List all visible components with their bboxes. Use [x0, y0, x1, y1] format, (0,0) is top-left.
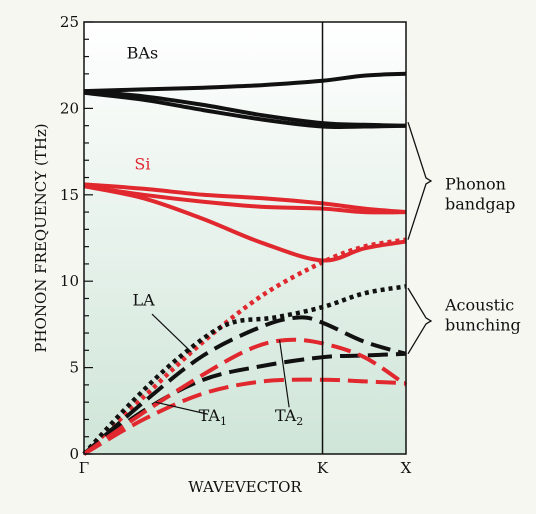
y-tick-label: 0	[69, 445, 79, 463]
x-axis-title: WAVEVECTOR	[188, 478, 302, 496]
branch-leader-line	[155, 401, 209, 415]
y-tick-label: 20	[60, 99, 79, 117]
curves-layer	[82, 71, 408, 456]
branch-leader-line	[278, 339, 290, 408]
branch-leader-line	[151, 313, 192, 353]
series-line-bas-dashed-8	[82, 315, 407, 456]
y-tick-label: 10	[60, 272, 79, 290]
labels-layer: 0 5 10 15 20 25 Γ K X WAVEVECTOR PHONON FREQUENCY …	[32, 13, 521, 496]
series-line-bas-solid-0	[83, 71, 407, 94]
branch-label-ta1: TA1	[199, 406, 227, 428]
annotation-0-line-0: Phonon	[445, 174, 506, 193]
series-line-si-solid-5	[83, 184, 407, 263]
series-label-bas: BAs	[127, 43, 159, 62]
series-label-si: Si	[134, 155, 150, 174]
series-line-si-solid-3	[83, 182, 407, 215]
annotation-1-line-1: bunching	[445, 315, 521, 334]
annotation-1-line-0: Acoustic	[444, 295, 514, 314]
series-line-si-dashed-11	[82, 377, 407, 456]
series-line-bas-dotted-7	[82, 284, 407, 456]
branch-label-la: LA	[133, 290, 156, 309]
series-line-si-dashed-10	[82, 337, 408, 456]
axes-layer	[83, 21, 407, 455]
plot-frame	[83, 21, 407, 455]
annotation-0-line-1: bandgap	[445, 194, 515, 213]
bandgap-brace	[407, 122, 433, 240]
series-line-bas-solid-2	[83, 90, 407, 130]
y-tick-label: 15	[60, 186, 79, 204]
y-tick-label: 25	[60, 13, 79, 31]
branch-label-ta2: TA2	[275, 406, 303, 428]
y-axis-title: PHONON FREQUENCY (THz)	[32, 123, 50, 352]
series-line-si-solid-4	[83, 184, 407, 215]
x-tick-label: K	[317, 459, 329, 477]
y-tick-label: 5	[69, 359, 79, 377]
x-tick-label: Γ	[79, 459, 89, 477]
bunching-brace	[407, 287, 433, 355]
x-tick-label: X	[401, 459, 412, 477]
series-line-si-dotted-6	[82, 237, 407, 456]
